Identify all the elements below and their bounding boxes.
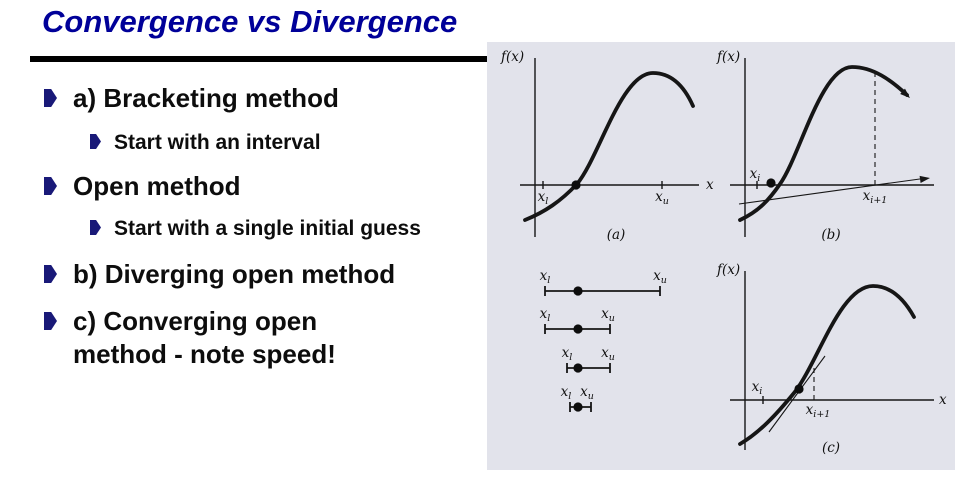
bullet-text: Start with an interval: [114, 131, 321, 154]
bullet-text: Open method: [73, 171, 241, 201]
xl-label: xl: [562, 345, 573, 363]
bullet-text: a) Bracketing method: [73, 83, 339, 113]
bullet-text: Start with a single initial guess: [114, 217, 421, 240]
function-curve: [523, 71, 695, 222]
xl-label: xl: [540, 306, 551, 324]
xu-label: xu: [655, 189, 669, 207]
fx-axis-label: f(x): [500, 49, 524, 65]
tangent-line: [768, 355, 826, 433]
figure-c-plot: f(x) x xi xi+1 (c): [716, 262, 947, 456]
xu-label: xu: [653, 268, 667, 286]
bullet-item-bracketing: a) Bracketing method: [44, 82, 486, 115]
bullet-text: b) Diverging open method: [73, 259, 396, 289]
xu-label: xu: [601, 345, 615, 363]
fx-axis-label: f(x): [716, 49, 740, 65]
root-dot: [573, 402, 583, 412]
curve-arrowhead-icon: [900, 88, 910, 98]
secant-line: [738, 177, 928, 205]
bullet-item-converging: c) Converging open method - note speed!: [44, 305, 486, 371]
bisection-intervals: xl xu xl xu xl xu: [540, 268, 667, 412]
secant-arrowhead-icon: [919, 175, 930, 183]
figure-a-plot: f(x) x xl xu (a): [500, 49, 714, 243]
xu-label: xu: [580, 384, 594, 402]
arrow-bullet-icon: [44, 89, 57, 107]
slide-title: Convergence vs Divergence: [42, 4, 458, 39]
arrow-bullet-icon: [44, 312, 57, 330]
bullet-text: c) Converging open method - note speed!: [73, 306, 336, 369]
bullet-list: a) Bracketing method Start with an inter…: [44, 82, 486, 371]
root-dot: [573, 324, 583, 334]
function-curve: [738, 284, 916, 446]
arrow-bullet-icon: [90, 220, 101, 235]
arrow-bullet-icon: [44, 265, 57, 283]
figure-panel: f(x) x xl xu (a) f(x): [487, 42, 955, 470]
iterate-dot: [794, 384, 804, 394]
bullet-item-open-method: Open method: [44, 170, 486, 203]
xl-label: xl: [561, 384, 572, 402]
bullet-item-interval: Start with an interval: [90, 129, 486, 156]
xi1-label: xi+1: [806, 402, 831, 420]
root-dot: [573, 363, 583, 373]
caption-a: (a): [607, 227, 626, 243]
caption-c: (c): [822, 440, 840, 456]
xi-label: xi: [752, 379, 763, 397]
xl-label: xl: [538, 189, 549, 207]
title-divider: [30, 56, 487, 62]
arrow-bullet-icon: [44, 177, 57, 195]
root-dot: [571, 180, 581, 190]
xl-label: xl: [540, 268, 551, 286]
figure-b-plot: f(x) xi xi+1 (b): [716, 49, 934, 243]
xi1-label: xi+1: [863, 188, 888, 206]
arrow-bullet-icon: [90, 134, 101, 149]
iterate-dot: [766, 178, 776, 188]
x-axis-label: x: [706, 177, 714, 193]
xu-label: xu: [601, 306, 615, 324]
xi-label: xi: [750, 166, 761, 184]
x-axis-label: x: [939, 392, 947, 408]
bullet-item-diverging: b) Diverging open method: [44, 258, 486, 291]
caption-b: (b): [821, 227, 840, 243]
methods-figure: f(x) x xl xu (a) f(x): [500, 49, 947, 456]
fx-axis-label: f(x): [716, 262, 740, 278]
root-dot: [573, 286, 583, 296]
bullet-item-initial-guess: Start with a single initial guess: [90, 215, 486, 242]
